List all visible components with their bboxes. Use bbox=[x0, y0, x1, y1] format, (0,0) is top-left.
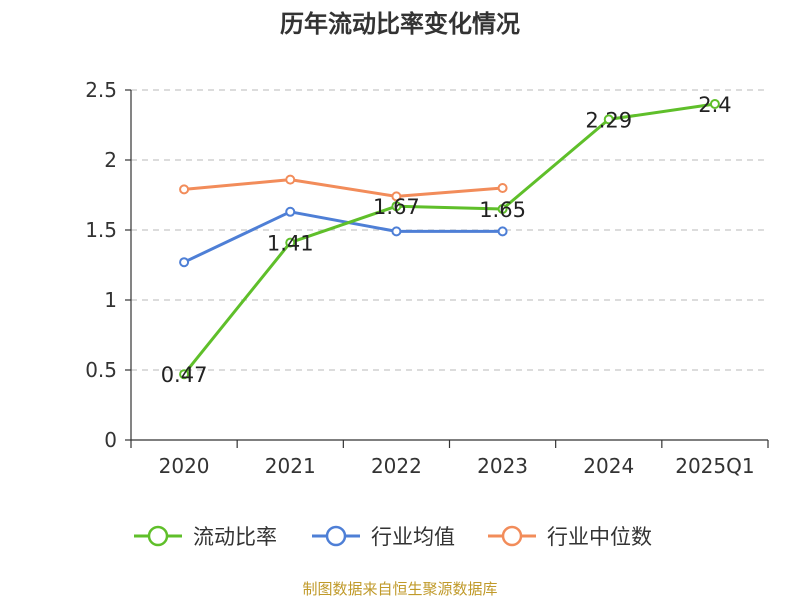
legend-item-2[interactable]: 行业中位数 bbox=[487, 520, 652, 552]
data-label: 1.41 bbox=[267, 232, 314, 256]
data-label: 2.4 bbox=[698, 93, 731, 117]
series-line-0 bbox=[182, 102, 716, 376]
y-tick-label: 1 bbox=[104, 288, 117, 312]
legend-item-1[interactable]: 行业均值 bbox=[311, 520, 455, 552]
data-label: 2.29 bbox=[585, 108, 632, 132]
data-point[interactable] bbox=[497, 204, 508, 214]
y-tick-label: 0 bbox=[104, 428, 117, 452]
y-tick-label: 0.5 bbox=[85, 358, 117, 382]
data-point[interactable] bbox=[179, 369, 190, 380]
data-point[interactable] bbox=[285, 174, 296, 185]
data-point[interactable] bbox=[179, 257, 190, 268]
series-line-1 bbox=[183, 210, 503, 264]
x-tick-label: 2024 bbox=[583, 454, 634, 478]
data-point[interactable] bbox=[285, 206, 296, 217]
data-label: 1.65 bbox=[479, 198, 526, 222]
data-point[interactable] bbox=[603, 114, 614, 125]
data-point[interactable] bbox=[497, 183, 508, 193]
legend-line-circle-icon bbox=[312, 525, 360, 547]
legend-label: 行业中位数 bbox=[547, 525, 652, 549]
data-point[interactable] bbox=[391, 226, 402, 237]
x-tick-label: 2025Q1 bbox=[675, 454, 754, 478]
x-tick-label: 2021 bbox=[265, 454, 316, 478]
y-tick-label: 2.5 bbox=[85, 78, 117, 102]
legend-line-circle-icon bbox=[134, 525, 182, 547]
x-tick-label: 2022 bbox=[371, 454, 422, 478]
series-line-2 bbox=[183, 178, 503, 198]
data-point[interactable] bbox=[391, 191, 402, 202]
x-tick-label: 2023 bbox=[477, 454, 528, 478]
data-point[interactable] bbox=[179, 184, 190, 195]
legend-line-circle-icon bbox=[488, 525, 536, 547]
legend-label: 流动比率 bbox=[193, 525, 277, 549]
chart-title: 历年流动比率变化情况 bbox=[280, 10, 520, 38]
data-label: 0.47 bbox=[161, 363, 208, 387]
legend-item-0[interactable]: 流动比率 bbox=[133, 520, 277, 552]
legend: 流动比率 行业均值 行业中位数 bbox=[0, 520, 800, 552]
data-point[interactable] bbox=[391, 201, 402, 212]
data-label: 1.67 bbox=[373, 195, 420, 219]
y-tick-label: 1.5 bbox=[85, 218, 117, 242]
x-tick-label: 2020 bbox=[159, 454, 210, 478]
source-footer: 制图数据来自恒生聚源数据库 bbox=[302, 580, 498, 598]
data-point[interactable] bbox=[497, 226, 508, 237]
legend-label: 行业均值 bbox=[371, 525, 455, 549]
y-tick-label: 2 bbox=[104, 148, 117, 172]
data-point[interactable] bbox=[709, 99, 720, 109]
data-point[interactable] bbox=[285, 237, 296, 248]
